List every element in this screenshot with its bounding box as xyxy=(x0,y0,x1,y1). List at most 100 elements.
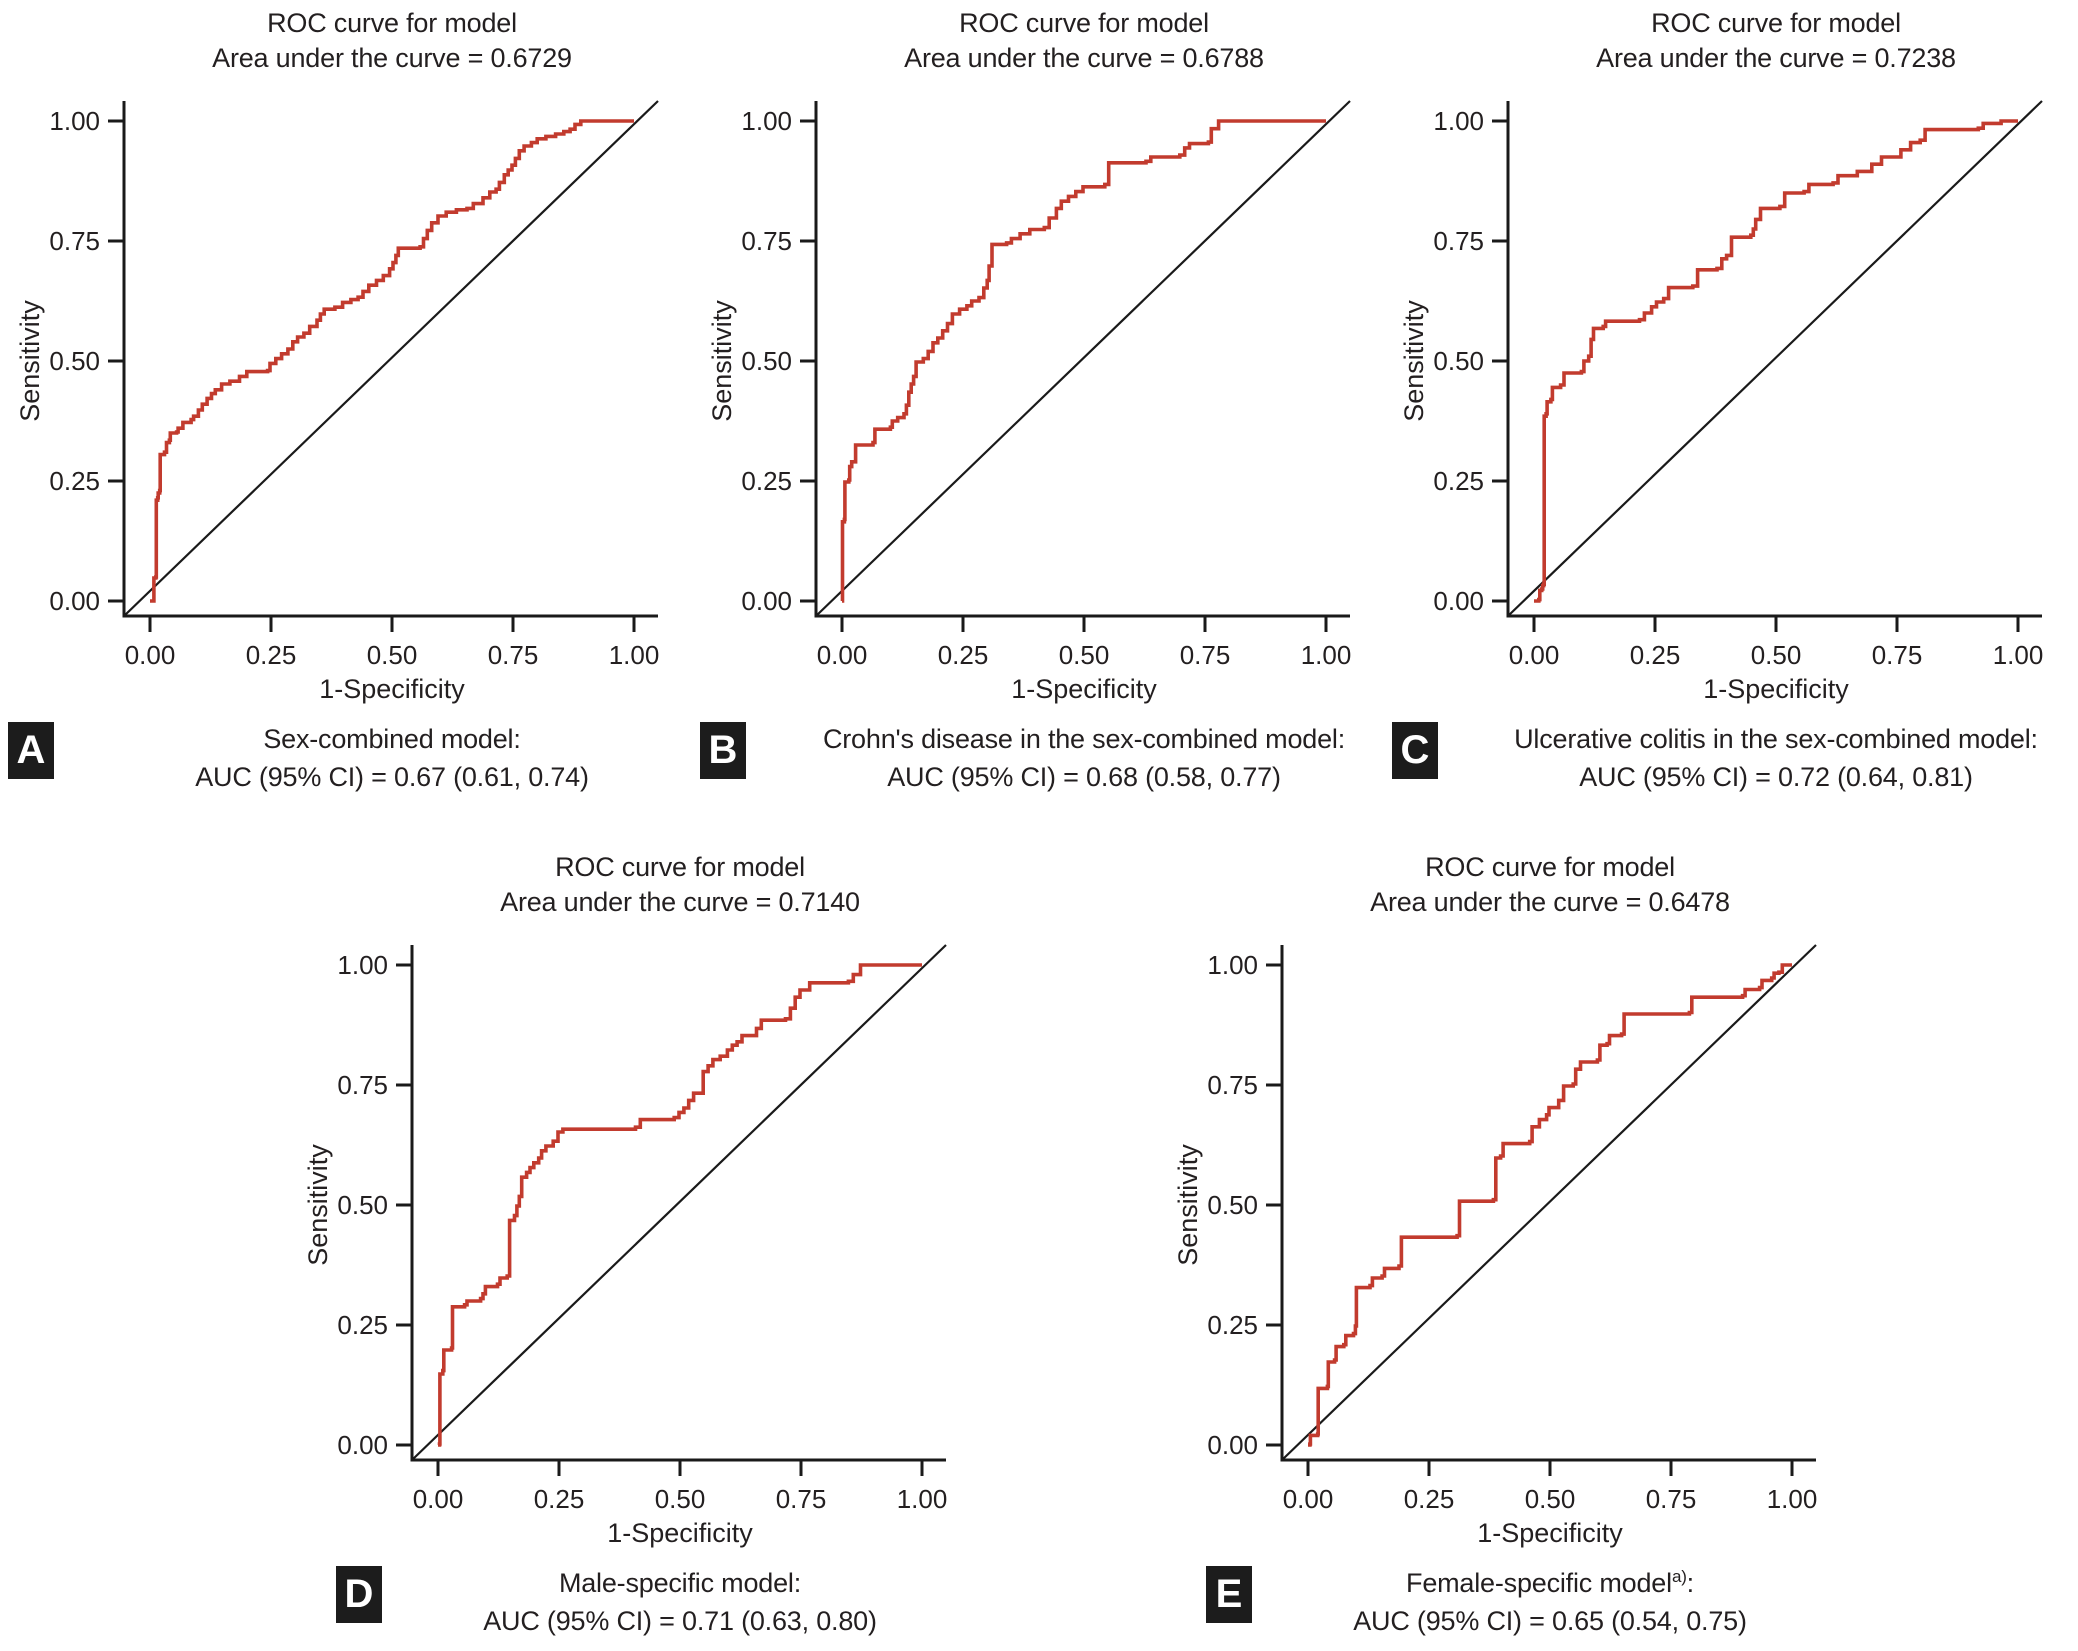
diagonal-reference-line xyxy=(1281,944,1817,1461)
y-tick-label: 0.75 xyxy=(741,226,792,256)
caption-model-text: Female-specific model xyxy=(1406,1568,1672,1598)
y-tick-label: 0.50 xyxy=(337,1190,388,1220)
x-tick-labels: 0.00 0.25 0.50 0.75 1.00 xyxy=(125,640,660,670)
x-tick-labels: 0.00 0.25 0.50 0.75 1.00 xyxy=(1509,640,2044,670)
roc-panel-a: ROC curve for model Area under the curve… xyxy=(0,0,692,800)
y-tick-label: 1.00 xyxy=(337,950,388,980)
caption-superscript: a) xyxy=(1671,1567,1687,1586)
y-tick-label: 1.00 xyxy=(1433,106,1484,136)
x-tick-label: 0.00 xyxy=(817,640,868,670)
x-tick-marks xyxy=(1306,1460,1794,1476)
y-tick-labels: 1.00 0.75 0.50 0.25 0.00 xyxy=(741,106,792,616)
y-tick-label: 0.50 xyxy=(1433,346,1484,376)
panel-d-caption: Male-specific model: AUC (95% CI) = 0.71… xyxy=(380,1564,980,1640)
caption-colon: : xyxy=(1337,724,1346,754)
panel-e-caption: Female-specific modela): AUC (95% CI) = … xyxy=(1250,1564,1850,1640)
x-tick-label: 0.25 xyxy=(534,1484,585,1514)
x-tick-labels: 0.00 0.25 0.50 0.75 1.00 xyxy=(817,640,1352,670)
x-axis-title: 1-Specificity xyxy=(1703,674,1849,704)
x-tick-label: 0.75 xyxy=(1872,640,1923,670)
y-tick-label: 0.00 xyxy=(1207,1430,1258,1460)
x-tick-label: 0.50 xyxy=(1525,1484,1576,1514)
x-tick-label: 0.25 xyxy=(938,640,989,670)
roc-panel-c: ROC curve for model Area under the curve… xyxy=(1384,0,2076,800)
x-tick-label: 0.25 xyxy=(1630,640,1681,670)
panel-b-titles: ROC curve for model Area under the curve… xyxy=(784,0,1384,76)
y-axis-title: Sensitivity xyxy=(1399,300,1429,422)
x-axis-title: 1-Specificity xyxy=(1011,674,1157,704)
caption-auc-line: AUC (95% CI) = 0.67 (0.61, 0.74) xyxy=(195,762,589,792)
y-tick-labels: 1.00 0.75 0.50 0.25 0.00 xyxy=(1207,950,1258,1460)
y-tick-label: 0.25 xyxy=(49,466,100,496)
x-tick-label: 0.50 xyxy=(655,1484,706,1514)
caption-auc-line: AUC (95% CI) = 0.72 (0.64, 0.81) xyxy=(1579,762,1973,792)
x-tick-label: 0.50 xyxy=(367,640,418,670)
roc-plot-a: 1.00 0.75 0.50 0.25 0.00 0.00 0.25 0.50 … xyxy=(15,100,660,704)
y-tick-label: 0.75 xyxy=(337,1070,388,1100)
panel-d-titles: ROC curve for model Area under the curve… xyxy=(380,844,980,920)
panel-letter: B xyxy=(708,728,738,772)
chart-subtitle-auc: Area under the curve = 0.7238 xyxy=(1596,43,1956,73)
x-tick-labels: 0.00 0.25 0.50 0.75 1.00 xyxy=(413,1484,948,1514)
diagonal-reference-line xyxy=(411,944,947,1461)
chart-subtitle-auc: Area under the curve = 0.6729 xyxy=(212,43,572,73)
roc-plot-d: 1.00 0.75 0.50 0.25 0.00 0.00 0.25 0.50 … xyxy=(303,944,948,1548)
panel-label-badge-a: A xyxy=(8,722,54,779)
y-tick-label: 0.25 xyxy=(1207,1310,1258,1340)
panel-letter: E xyxy=(1215,1572,1243,1616)
chart-subtitle-auc: Area under the curve = 0.6478 xyxy=(1370,887,1730,917)
x-axis-title: 1-Specificity xyxy=(607,1518,753,1548)
roc-curve xyxy=(150,119,634,603)
roc-plot-e: 1.00 0.75 0.50 0.25 0.00 0.00 0.25 0.50 … xyxy=(1173,944,1818,1548)
x-tick-marks xyxy=(1532,616,2020,632)
x-tick-label: 0.75 xyxy=(1646,1484,1697,1514)
y-tick-label: 1.00 xyxy=(741,106,792,136)
y-tick-label: 0.00 xyxy=(49,586,100,616)
x-tick-label: 0.25 xyxy=(246,640,297,670)
y-axis-title: Sensitivity xyxy=(15,300,45,422)
x-tick-label: 0.75 xyxy=(488,640,539,670)
chart-subtitle-auc: Area under the curve = 0.6788 xyxy=(904,43,1264,73)
diagonal-reference-line xyxy=(123,100,659,617)
y-tick-label: 0.75 xyxy=(1207,1070,1258,1100)
panel-label-badge-e: E xyxy=(1206,1566,1252,1623)
x-tick-label: 0.50 xyxy=(1059,640,1110,670)
caption-model-line: Crohn's disease in the sex-combined mode… xyxy=(784,720,1384,758)
caption-model-line: Female-specific modela): xyxy=(1250,1564,1850,1602)
x-tick-label: 1.00 xyxy=(1767,1484,1818,1514)
y-tick-label: 0.00 xyxy=(1433,586,1484,616)
panel-e-titles: ROC curve for model Area under the curve… xyxy=(1250,844,1850,920)
y-tick-marks xyxy=(396,963,412,1447)
y-tick-label: 0.25 xyxy=(741,466,792,496)
x-tick-label: 1.00 xyxy=(1301,640,1352,670)
y-tick-marks xyxy=(1492,119,1508,603)
chart-title: ROC curve for model xyxy=(1425,852,1675,882)
y-axis-title: Sensitivity xyxy=(1173,1144,1203,1266)
chart-title: ROC curve for model xyxy=(959,8,1209,38)
caption-model-line: Male-specific model: xyxy=(380,1564,980,1602)
panel-letter: C xyxy=(1400,728,1430,772)
y-tick-labels: 1.00 0.75 0.50 0.25 0.00 xyxy=(49,106,100,616)
y-axis-title: Sensitivity xyxy=(707,300,737,422)
bottom-row: ROC curve for model Area under the curve… xyxy=(288,844,2078,1644)
x-tick-label: 1.00 xyxy=(1993,640,2044,670)
caption-model-text: Crohn's disease in the sex-combined mode… xyxy=(822,724,1338,754)
y-tick-label: 1.00 xyxy=(49,106,100,136)
roc-plot-b: 1.00 0.75 0.50 0.25 0.00 0.00 0.25 0.50 … xyxy=(707,100,1352,704)
y-tick-label: 0.75 xyxy=(1433,226,1484,256)
panel-c-caption: Ulcerative colitis in the sex-combined m… xyxy=(1476,720,2076,796)
diagonal-reference-line xyxy=(815,100,1351,617)
y-tick-label: 0.00 xyxy=(337,1430,388,1460)
chart-title: ROC curve for model xyxy=(1651,8,1901,38)
roc-curve xyxy=(1534,119,2018,603)
panel-c-titles: ROC curve for model Area under the curve… xyxy=(1476,0,2076,76)
caption-model-text: Male-specific model xyxy=(558,1568,794,1598)
y-tick-label: 0.75 xyxy=(49,226,100,256)
panel-label-badge-c: C xyxy=(1392,722,1438,779)
x-tick-label: 0.75 xyxy=(1180,640,1231,670)
caption-model-line: Ulcerative colitis in the sex-combined m… xyxy=(1476,720,2076,758)
x-tick-label: 0.00 xyxy=(413,1484,464,1514)
diagonal-reference-line xyxy=(1507,100,2043,617)
y-tick-label: 0.50 xyxy=(741,346,792,376)
roc-panel-e: ROC curve for model Area under the curve… xyxy=(1158,844,1850,1644)
